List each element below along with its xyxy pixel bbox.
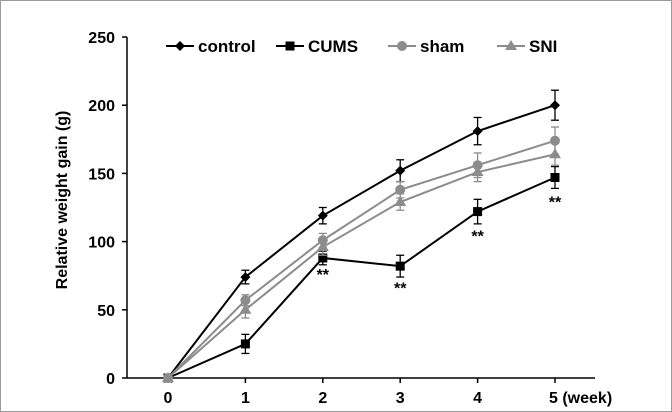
- x-tick-label: 1: [241, 390, 250, 407]
- legend-item-cums: CUMS: [276, 37, 358, 56]
- x-tick-label: 3: [396, 390, 405, 407]
- data-point-sni: [471, 166, 484, 177]
- data-point-control: [240, 272, 251, 283]
- data-point-sni: [549, 148, 561, 159]
- series-sni: [162, 142, 561, 382]
- data-point-sni: [162, 372, 174, 382]
- series-layer: [162, 89, 561, 383]
- data-point-cums: [395, 261, 405, 271]
- y-axis-label: Relative weight gain (g): [54, 111, 71, 290]
- legend: control CUMS sham SNI: [166, 37, 557, 56]
- series-line-sham: [167, 139, 556, 379]
- data-point-cums: [473, 207, 483, 217]
- legend-marker-control: [175, 41, 185, 51]
- data-point-control: [550, 100, 560, 111]
- axes: [122, 36, 595, 383]
- significance-label: **: [394, 280, 407, 297]
- series-sham: [163, 126, 560, 383]
- series-line-control: [167, 104, 556, 379]
- series-line-sni: [167, 153, 556, 379]
- data-point-sham: [395, 184, 406, 195]
- annotations: ** ** ** **: [317, 195, 562, 298]
- data-point-sham: [240, 295, 251, 306]
- legend-item-sham: sham: [388, 37, 464, 56]
- series-line-cums: [167, 176, 556, 379]
- data-point-control: [317, 210, 328, 221]
- y-tick-label: 100: [88, 235, 115, 252]
- legend-label-control: control: [198, 37, 256, 56]
- x-tick-label: 2: [318, 390, 327, 407]
- data-point-sni: [394, 196, 407, 207]
- data-point-cums: [550, 172, 560, 182]
- legend-marker-sni: [505, 40, 517, 50]
- data-point-sni: [316, 241, 329, 252]
- legend-label-sni: SNI: [529, 37, 557, 56]
- data-point-control: [395, 165, 406, 176]
- x-tick-label: 5 (week): [549, 390, 612, 407]
- legend-item-sni: SNI: [497, 37, 557, 56]
- y-tick-label: 250: [88, 30, 115, 47]
- legend-label-cums: CUMS: [308, 37, 358, 56]
- significance-label: **: [317, 267, 330, 284]
- data-point-cums: [240, 339, 250, 349]
- series-cums: [163, 165, 560, 383]
- data-point-cums: [318, 253, 328, 263]
- x-tick-labels: 0 1 2 3 4 5 (week): [164, 390, 613, 407]
- data-point-sni: [239, 303, 252, 314]
- x-tick-label: 4: [473, 390, 482, 407]
- y-tick-label: 50: [97, 303, 115, 320]
- significance-label: **: [471, 229, 484, 246]
- y-tick-labels: 0 50 100 150 200 250: [88, 30, 115, 388]
- legend-marker-cums: [285, 41, 295, 51]
- x-tick-label: 0: [164, 390, 173, 407]
- legend-label-sham: sham: [420, 37, 464, 56]
- y-tick-label: 0: [106, 371, 115, 388]
- data-point-control: [472, 126, 483, 137]
- legend-item-control: control: [166, 37, 256, 56]
- y-tick-label: 150: [88, 166, 115, 183]
- legend-marker-sham: [397, 41, 407, 51]
- series-control: [163, 89, 560, 383]
- significance-label: **: [549, 195, 562, 212]
- y-tick-label: 200: [88, 98, 115, 115]
